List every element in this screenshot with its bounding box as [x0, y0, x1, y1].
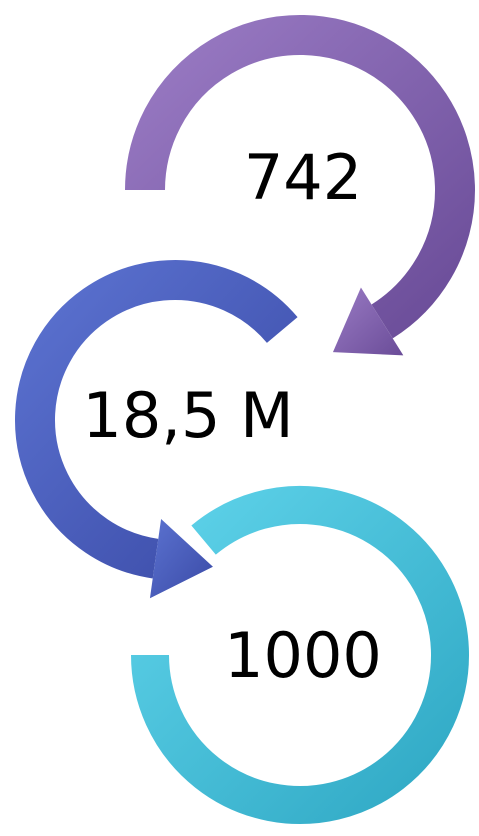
arrows [15, 15, 475, 824]
arrowhead [332, 287, 404, 356]
node-label: 18,5 M [82, 379, 293, 452]
arc [131, 486, 469, 824]
arrowhead [149, 519, 213, 599]
node-label: 742 [244, 141, 362, 214]
arc [15, 260, 298, 579]
arc [125, 15, 475, 339]
node-label: 1000 [224, 619, 382, 692]
